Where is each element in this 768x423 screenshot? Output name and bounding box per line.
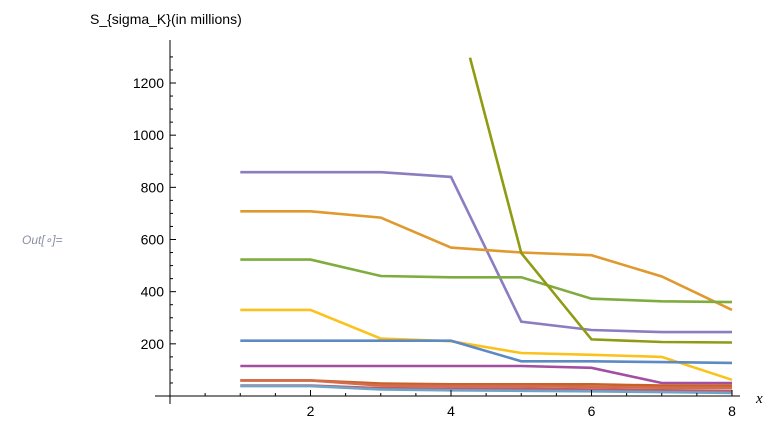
- x-tick-label: 6: [588, 403, 596, 419]
- series-line-10: [240, 384, 733, 395]
- x-tick-label: 4: [447, 403, 455, 419]
- series-line-2: [240, 210, 733, 312]
- series-line-11: [468, 57, 733, 344]
- y-tick-label: 600: [141, 232, 165, 248]
- series-layer: [240, 57, 733, 395]
- x-axis-title: x: [755, 391, 763, 407]
- series-line-3: [240, 258, 733, 304]
- y-tick-label: 1000: [133, 127, 164, 143]
- x-tick-label: 8: [728, 403, 736, 419]
- series-line-6: [240, 364, 732, 385]
- y-tick-label: 1200: [133, 75, 164, 91]
- output-cell-label: Out[∘]=: [22, 233, 63, 247]
- series-line-5: [240, 339, 733, 365]
- y-tick-label: 400: [141, 284, 165, 300]
- series-line-4: [240, 308, 733, 382]
- y-tick-label: 800: [141, 179, 165, 195]
- y-axis-title: S_{sigma_K}(in millions): [90, 11, 242, 27]
- series-line-8: [240, 379, 732, 390]
- axes-layer: 2 4 6 8 200 400 600 800 1000 1200: [133, 40, 740, 419]
- series-line-1: [240, 170, 732, 334]
- x-tick-label: 2: [307, 403, 315, 419]
- y-tick-label: 200: [141, 336, 165, 352]
